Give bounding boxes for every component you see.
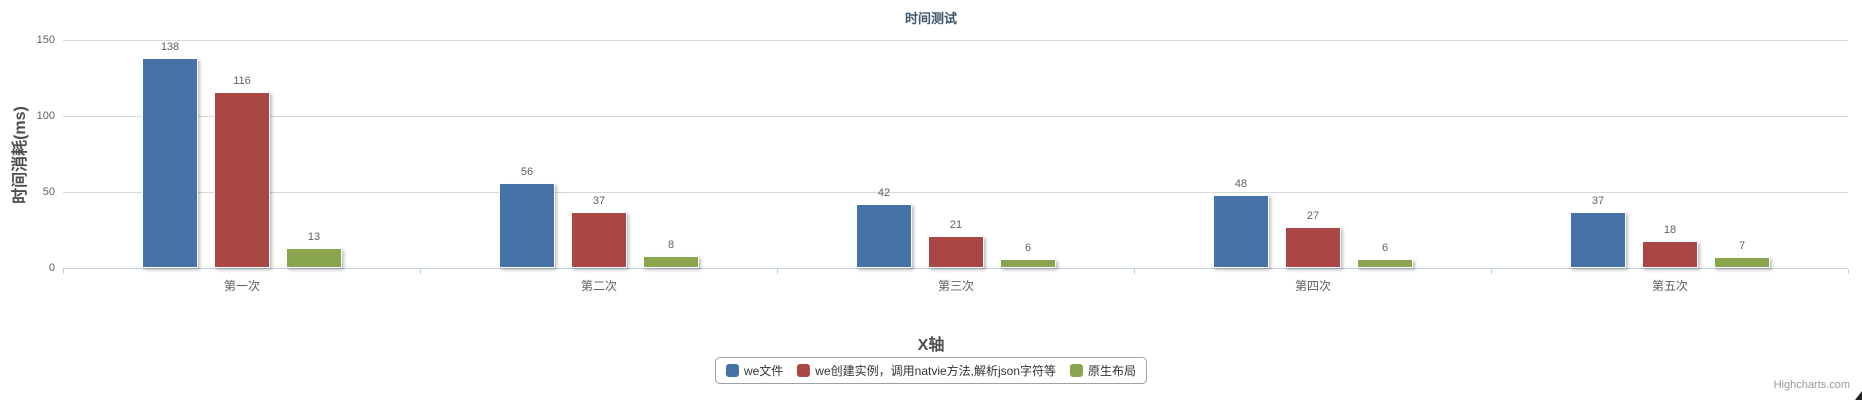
legend-swatch-icon	[797, 364, 811, 377]
y-axis-label: 100	[36, 110, 55, 122]
bar-value-label: 6	[1024, 242, 1032, 254]
legend-item-label: 原生布局	[1088, 364, 1137, 378]
bar-value-label: 21	[949, 219, 963, 231]
bar-series0-cat0[interactable]	[142, 58, 198, 268]
x-axis-title: X轴	[917, 337, 945, 354]
bar-series1-cat2[interactable]	[928, 236, 984, 268]
x-axis-tick	[1134, 269, 1135, 274]
x-axis-category-label: 第一次	[223, 279, 260, 293]
x-axis-line	[63, 268, 1848, 269]
legend-item[interactable]: we创建实例，调用natvie方法,解析json字符等	[797, 362, 1056, 379]
bar-series1-cat1[interactable]	[571, 212, 627, 268]
bar-value-label: 6	[1381, 242, 1389, 254]
bar-value-label: 116	[233, 75, 251, 87]
bar-series2-cat0[interactable]	[286, 248, 342, 268]
bar-value-label: 13	[307, 231, 321, 243]
bar-value-label: 138	[160, 41, 180, 53]
highcharts-credits[interactable]: Highcharts.com	[1773, 379, 1850, 391]
y-axis-label: 50	[42, 186, 55, 198]
bar-value-label: 27	[1306, 210, 1320, 222]
x-axis-tick	[1491, 269, 1492, 274]
y-gridline	[63, 40, 1848, 41]
x-axis-tick	[420, 269, 421, 274]
y-axis-label: 150	[36, 34, 55, 46]
bar-series1-cat4[interactable]	[1642, 241, 1698, 268]
bar-value-label: 42	[877, 187, 891, 199]
x-axis-tick	[777, 269, 778, 274]
legend-item-label: we文件	[743, 364, 784, 378]
legend-swatch-icon	[725, 364, 739, 377]
bar-value-label: 56	[520, 166, 534, 178]
legend: we文件 we创建实例，调用natvie方法,解析json字符等 原生布局	[714, 357, 1148, 384]
legend-item[interactable]: 原生布局	[1070, 362, 1136, 379]
bar-value-label: 48	[1234, 178, 1248, 190]
bar-series1-cat3[interactable]	[1285, 227, 1341, 268]
bar-value-label: 8	[667, 239, 675, 251]
bar-value-label: 7	[1738, 240, 1746, 252]
legend-item-label: we创建实例，调用natvie方法,解析json字符等	[815, 364, 1057, 378]
bar-series2-cat1[interactable]	[643, 256, 699, 268]
bar-value-label: 37	[592, 195, 606, 207]
legend-item[interactable]: we文件	[725, 362, 784, 379]
y-gridline	[63, 116, 1848, 117]
x-axis-tick	[1848, 269, 1849, 274]
x-axis-category-label: 第二次	[580, 279, 617, 293]
x-axis-category-label: 第四次	[1294, 279, 1331, 293]
bar-series0-cat3[interactable]	[1213, 195, 1269, 268]
bar-series0-cat1[interactable]	[499, 183, 555, 268]
plot-area: 0 50 100 150 第一次 第二次 第三次 第四次 第五次 138 56 42 48 37 116 37…	[37, 34, 1849, 293]
x-axis-category-label: 第五次	[1651, 279, 1688, 293]
bar-series0-cat4[interactable]	[1570, 212, 1626, 268]
x-axis-tick	[63, 269, 64, 274]
chart-title: 时间测试	[904, 11, 957, 26]
legend-swatch-icon	[1070, 364, 1084, 377]
bar-series2-cat2[interactable]	[1000, 259, 1056, 268]
bar-value-label: 37	[1591, 195, 1605, 207]
cursor-artifact	[1855, 391, 1862, 400]
y-axis-label: 0	[48, 262, 55, 274]
bar-series2-cat3[interactable]	[1357, 259, 1413, 268]
bar-series0-cat2[interactable]	[856, 204, 912, 268]
y-gridline	[63, 192, 1848, 193]
bar-series2-cat4[interactable]	[1714, 257, 1770, 268]
x-axis-category-label: 第三次	[937, 279, 974, 293]
bar-series1-cat0[interactable]	[214, 92, 270, 268]
bar-value-label: 18	[1663, 224, 1677, 236]
